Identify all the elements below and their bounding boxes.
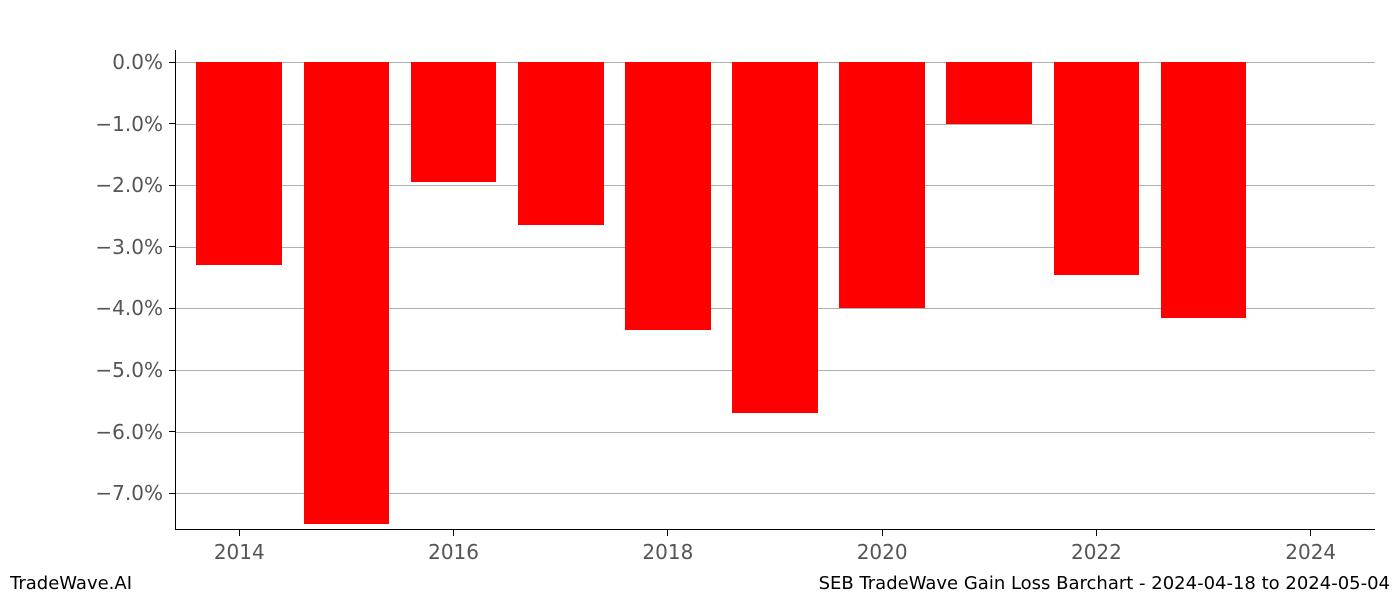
x-tick-label: 2024 (1285, 540, 1336, 564)
x-tick-label: 2020 (857, 540, 908, 564)
bar (946, 62, 1032, 124)
y-tick-label: −6.0% (73, 420, 163, 444)
y-tick-label: 0.0% (73, 50, 163, 74)
x-tick (1096, 530, 1097, 536)
bar (732, 62, 818, 413)
x-tick-label: 2022 (1071, 540, 1122, 564)
y-tick-label: −7.0% (73, 481, 163, 505)
chart-container: −7.0% −6.0% −5.0% −4.0% −3.0% −2.0% −1.0% 0.0% 2… (0, 0, 1400, 600)
footer-right-text: SEB TradeWave Gain Loss Barchart - 2024-… (819, 573, 1390, 594)
bar (1054, 62, 1140, 274)
bar (1161, 62, 1247, 317)
x-tick-label: 2014 (214, 540, 265, 564)
x-tick (882, 530, 883, 536)
bar (839, 62, 925, 308)
y-tick-label: −3.0% (73, 235, 163, 259)
x-tick (667, 530, 668, 536)
plot-area: −7.0%−6.0%−5.0%−4.0%−3.0%−2.0%−1.0%0.0%2… (175, 50, 1375, 530)
x-tick-label: 2016 (428, 540, 479, 564)
x-tick (239, 530, 240, 536)
bar (518, 62, 604, 225)
y-tick-label: −2.0% (73, 173, 163, 197)
x-tick (1310, 530, 1311, 536)
y-tick-label: −5.0% (73, 358, 163, 382)
x-tick-label: 2018 (642, 540, 693, 564)
x-axis-spine (175, 529, 1375, 530)
bar (196, 62, 282, 265)
y-tick-label: −4.0% (73, 296, 163, 320)
x-tick (453, 530, 454, 536)
bar (411, 62, 497, 182)
y-tick-label: −1.0% (73, 112, 163, 136)
y-axis-spine (175, 50, 176, 530)
bar (625, 62, 711, 330)
bar (304, 62, 390, 524)
footer-left-text: TradeWave.AI (10, 573, 132, 594)
